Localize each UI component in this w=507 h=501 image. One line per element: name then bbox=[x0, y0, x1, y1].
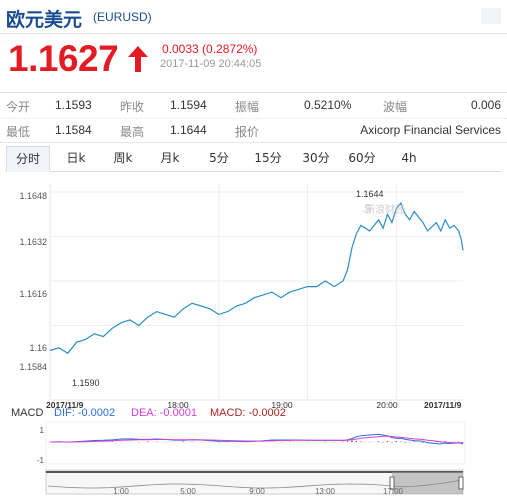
high-value: 1.1644 bbox=[170, 123, 207, 137]
chart-grid bbox=[49, 184, 463, 401]
watermark: 新浪财经 bbox=[365, 203, 405, 216]
x-tick-label: 2017/11/9 bbox=[424, 400, 462, 410]
period-tabs: 分时 日k 周k 月k 5分 15分 30分 60分 4h bbox=[6, 146, 501, 172]
y-tick-label: 1.1584 bbox=[19, 362, 47, 372]
quote-time: 2017-11-09 20:44:05 bbox=[160, 58, 262, 70]
tab-4h[interactable]: 4h bbox=[401, 151, 417, 165]
tab-daily[interactable]: 日k bbox=[66, 151, 86, 165]
tab-monthly[interactable]: 月k bbox=[160, 151, 180, 165]
macd-title: MACD bbox=[11, 407, 43, 419]
x-tick-label: 20:00 bbox=[376, 400, 398, 410]
x-tick-label: 19:00 bbox=[271, 400, 293, 410]
macd-frame bbox=[45, 421, 466, 465]
y-tick-label: 1.1632 bbox=[19, 237, 47, 247]
x-tick-label: 2017/11/9 bbox=[46, 400, 84, 410]
corner-button[interactable] bbox=[481, 8, 501, 24]
amplitude-value: 0.5210% bbox=[304, 98, 352, 112]
tab-60min[interactable]: 60分 bbox=[348, 151, 376, 165]
macd-value: MACD: -0.0002 bbox=[210, 407, 286, 419]
sina-logo: S bbox=[363, 201, 372, 216]
tab-minute[interactable]: 分时 bbox=[6, 146, 50, 172]
tab-30min[interactable]: 30分 bbox=[302, 151, 330, 165]
quote-source: Axicorp Financial Services bbox=[360, 123, 501, 137]
open-label: 今开 bbox=[6, 100, 31, 114]
tab-15min[interactable]: 15分 bbox=[254, 151, 282, 165]
quote-label: 报价 bbox=[235, 125, 260, 139]
macd-dif-line bbox=[49, 433, 464, 445]
wave-value: 0.006 bbox=[470, 98, 501, 112]
stats-table: 今开 1.1593 昨收 1.1594 振幅 0.5210% 波幅 0.006 … bbox=[0, 92, 507, 143]
navigator-selection bbox=[392, 472, 463, 494]
chart-area[interactable]: 1.1648 1.1632 1.1616 1.16 1.1584 1.1644 … bbox=[0, 172, 507, 501]
low-label: 最低 bbox=[6, 125, 31, 139]
navigator-label: 5:00 bbox=[180, 487, 196, 496]
low-value: 1.1584 bbox=[55, 123, 92, 137]
macd-dea-line bbox=[50, 435, 464, 444]
prev-close-label: 昨收 bbox=[120, 100, 145, 114]
max-price-label: 1.1644 bbox=[356, 189, 384, 199]
symbol-code: (EURUSD) bbox=[93, 10, 152, 24]
macd-panel bbox=[45, 421, 466, 465]
navigator-handle bbox=[458, 476, 464, 490]
navigator-handle bbox=[389, 476, 395, 490]
x-tick-label: 18:00 bbox=[167, 400, 189, 410]
macd-dif: DIF: -0.0002 bbox=[54, 407, 115, 419]
high-label: 最高 bbox=[120, 125, 145, 139]
tab-5min[interactable]: 5分 bbox=[209, 151, 229, 165]
amplitude-label: 振幅 bbox=[235, 100, 260, 114]
navigator-label: 1:00 bbox=[113, 487, 129, 496]
time-navigator[interactable] bbox=[45, 469, 464, 495]
price-change: 0.0033 (0.2872%) bbox=[162, 42, 258, 56]
macd-y-tick: -1 bbox=[37, 456, 45, 465]
up-arrow-icon bbox=[128, 46, 148, 72]
tab-weekly[interactable]: 周k bbox=[113, 151, 133, 165]
y-tick-label: 1.1616 bbox=[19, 289, 47, 299]
macd-dea: DEA: -0.0001 bbox=[131, 407, 197, 419]
intraday-chart[interactable]: 1.1648 1.1632 1.1616 1.16 1.1584 1.1644 … bbox=[0, 172, 507, 501]
title-bar: 欧元美元 (EURUSD) bbox=[0, 0, 507, 34]
navigator-label: 9:00 bbox=[249, 487, 265, 496]
price-line bbox=[49, 201, 464, 355]
navigator-label: 17:00 bbox=[383, 487, 404, 496]
current-price: 1.1627 bbox=[8, 38, 119, 79]
navigator-label: 13:00 bbox=[315, 487, 336, 496]
price-series bbox=[49, 201, 464, 355]
wave-label: 波幅 bbox=[383, 100, 408, 114]
y-tick-label: 1.1648 bbox=[19, 191, 47, 201]
macd-y-tick: 1 bbox=[40, 426, 45, 435]
open-value: 1.1593 bbox=[55, 98, 92, 112]
y-tick-label: 1.16 bbox=[29, 343, 47, 353]
stats-row-2: 最低 1.1584 最高 1.1644 报价 Axicorp Financial… bbox=[0, 118, 507, 139]
page-title: 欧元美元 bbox=[6, 9, 83, 31]
prev-close-value: 1.1594 bbox=[170, 98, 207, 112]
min-price-label: 1.1590 bbox=[72, 378, 100, 388]
